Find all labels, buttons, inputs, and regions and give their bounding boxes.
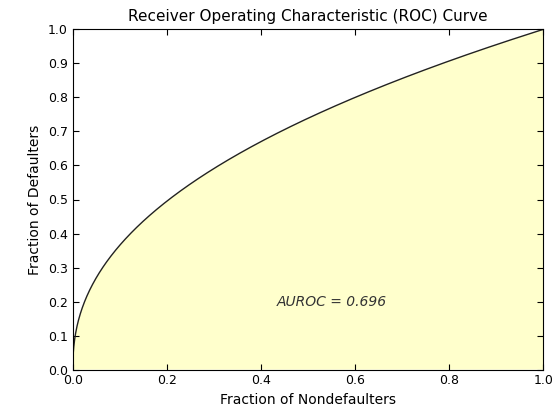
X-axis label: Fraction of Nondefaulters: Fraction of Nondefaulters [220,393,396,407]
Text: AUROC = 0.696: AUROC = 0.696 [277,294,386,309]
Y-axis label: Fraction of Defaulters: Fraction of Defaulters [29,124,43,275]
Title: Receiver Operating Characteristic (ROC) Curve: Receiver Operating Characteristic (ROC) … [128,9,488,24]
Polygon shape [73,29,543,370]
